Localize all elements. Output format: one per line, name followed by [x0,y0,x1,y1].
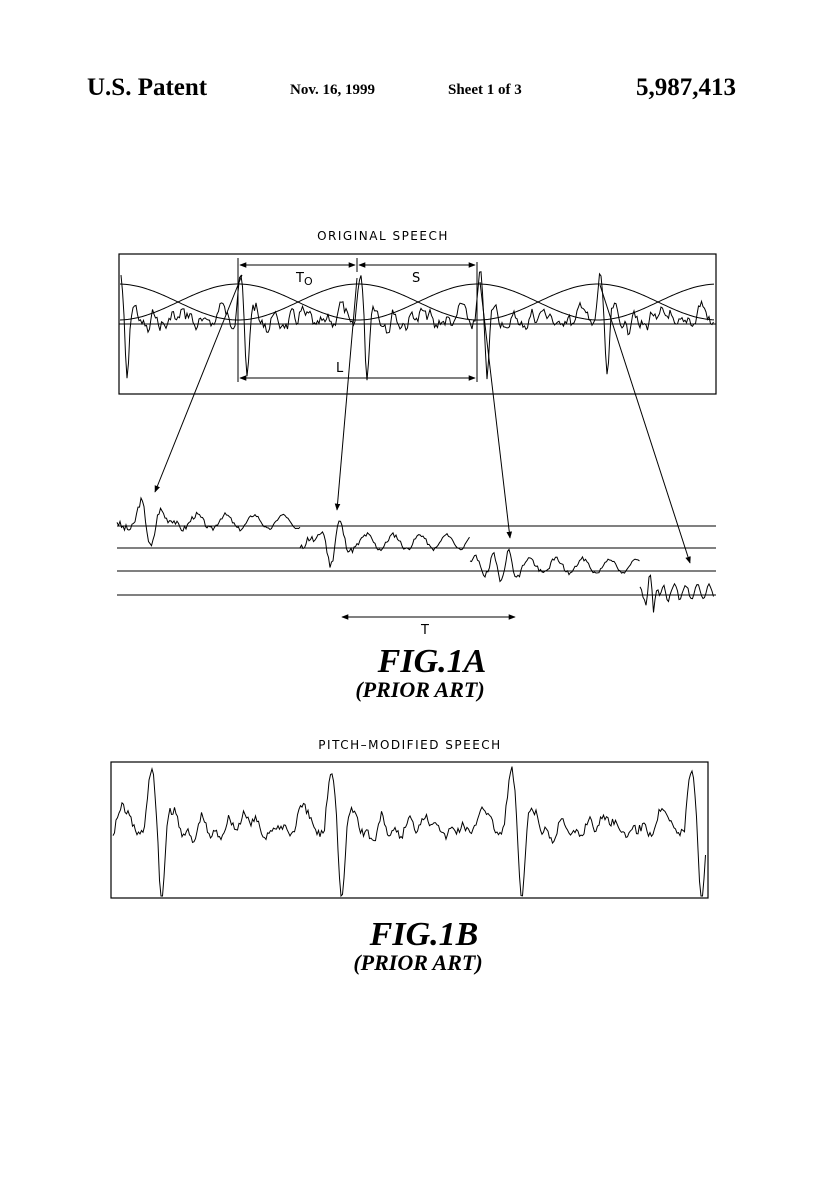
fig1b-panel-label: PITCH–MODIFIED SPEECH [318,738,501,752]
t0-label: TO [295,271,313,288]
t-label: T [420,623,429,638]
fig1b-subtitle: (PRIOR ART) [353,950,482,975]
segment-waveform-4 [640,575,714,612]
fig1b-pitch-modified-waveform [113,767,706,896]
fig1a-subtitle: (PRIOR ART) [355,677,484,702]
fig1a-title: FIG.1A [377,643,487,680]
segment-waveform-2 [300,521,470,567]
segment-waveform-3 [470,550,640,582]
segment-waveform-1 [117,498,300,546]
fig1b-frame [111,762,708,898]
mapping-arrow-4 [600,285,690,563]
mapping-arrow-3 [480,282,510,538]
l-label: L [336,361,344,376]
s-label: S [412,271,420,286]
fig1b-title: FIG.1B [369,916,479,953]
mapping-arrow-1 [155,275,242,492]
fig1a-panel-label: ORIGINAL SPEECH [317,229,449,243]
